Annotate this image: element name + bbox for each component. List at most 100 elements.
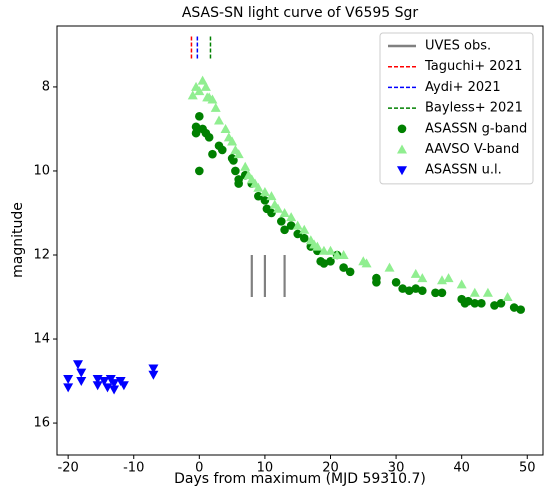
data-point bbox=[280, 225, 289, 235]
data-point bbox=[118, 381, 129, 391]
y-axis-label: magnitude bbox=[10, 202, 26, 278]
data-point bbox=[410, 268, 421, 278]
data-point bbox=[431, 288, 440, 298]
data-point bbox=[109, 385, 120, 395]
data-point bbox=[286, 212, 297, 222]
data-point bbox=[496, 299, 506, 308]
data-point bbox=[217, 145, 227, 155]
data-point bbox=[191, 128, 201, 138]
x-tick-label: 0 bbox=[195, 461, 203, 476]
legend: UVES obs. Taguchi+ 2021 Aydi+ 2021 Bayless+… bbox=[379, 32, 534, 185]
data-point bbox=[191, 122, 201, 132]
data-point bbox=[63, 383, 74, 393]
data-point bbox=[463, 296, 473, 306]
data-point bbox=[260, 196, 270, 205]
data-point bbox=[109, 379, 120, 389]
data-point bbox=[148, 370, 159, 380]
data-point bbox=[99, 377, 110, 387]
data-point bbox=[332, 249, 343, 259]
data-point bbox=[470, 299, 480, 308]
plot-frame bbox=[56, 25, 544, 456]
legend-label: UVES obs. bbox=[425, 39, 491, 54]
legend-swatch bbox=[397, 124, 407, 134]
x-tick-label: 40 bbox=[453, 461, 470, 476]
data-point bbox=[477, 299, 486, 308]
data-point bbox=[361, 258, 372, 268]
data-point bbox=[299, 224, 310, 234]
y-tick-label: 10 bbox=[33, 163, 50, 178]
data-point bbox=[200, 81, 211, 91]
data-point bbox=[482, 287, 493, 297]
data-point bbox=[234, 179, 243, 188]
data-point bbox=[312, 241, 323, 251]
data-point bbox=[220, 123, 231, 133]
data-point bbox=[204, 133, 214, 142]
data-point bbox=[469, 287, 480, 297]
data-point bbox=[267, 208, 276, 218]
data-point bbox=[411, 284, 421, 293]
x-tick-label: -10 bbox=[123, 461, 144, 476]
x-tick-label: 10 bbox=[257, 461, 274, 476]
data-point bbox=[299, 233, 309, 243]
data-point bbox=[516, 305, 526, 314]
data-point bbox=[345, 267, 355, 277]
y-tick-label: 14 bbox=[33, 332, 50, 347]
legend-label: ASASSN u.l. bbox=[425, 163, 502, 178]
data-point bbox=[266, 191, 277, 201]
data-point bbox=[509, 303, 519, 312]
data-point bbox=[384, 262, 395, 272]
data-point bbox=[292, 220, 303, 230]
data-point bbox=[318, 245, 329, 255]
data-point bbox=[372, 278, 381, 287]
data-point bbox=[214, 115, 224, 125]
x-tick-label: 30 bbox=[388, 461, 405, 476]
data-point bbox=[279, 207, 290, 217]
data-point bbox=[443, 273, 454, 283]
data-point bbox=[286, 221, 296, 230]
y-tick-label: 16 bbox=[33, 416, 50, 431]
data-point bbox=[338, 249, 349, 259]
legend-label: ASASSN g-band bbox=[425, 121, 527, 136]
data-point bbox=[502, 292, 513, 302]
chart-title: ASAS-SN light curve of V6595 Sgr bbox=[182, 5, 419, 21]
data-point bbox=[148, 364, 159, 374]
y-tick-label: 12 bbox=[33, 247, 50, 262]
data-point bbox=[293, 229, 303, 239]
data-point bbox=[456, 279, 467, 289]
data-point bbox=[92, 381, 103, 391]
data-point bbox=[233, 149, 244, 159]
legend-label: Aydi+ 2021 bbox=[425, 80, 501, 95]
data-point bbox=[187, 90, 198, 100]
data-point bbox=[210, 102, 221, 112]
data-point bbox=[240, 161, 251, 171]
data-point bbox=[417, 273, 428, 283]
legend-swatch bbox=[397, 144, 407, 154]
legend-swatch bbox=[397, 166, 407, 176]
x-tick-label: 50 bbox=[519, 461, 536, 476]
data-point bbox=[404, 286, 414, 296]
legend-label: Bayless+ 2021 bbox=[425, 101, 523, 116]
x-tick-label: 20 bbox=[322, 461, 339, 476]
data-point bbox=[194, 86, 205, 96]
legend-box bbox=[379, 32, 534, 185]
data-point bbox=[418, 286, 427, 296]
data-point bbox=[326, 256, 335, 266]
data-point bbox=[231, 166, 240, 176]
data-point bbox=[76, 368, 87, 378]
legend-label: Taguchi+ 2021 bbox=[424, 59, 522, 74]
data-point bbox=[195, 166, 204, 176]
y-tick-label: 8 bbox=[42, 79, 50, 94]
data-point bbox=[208, 149, 217, 159]
data-point bbox=[437, 288, 447, 298]
data-point bbox=[339, 263, 348, 272]
data-point bbox=[391, 278, 401, 287]
data-point bbox=[490, 301, 499, 310]
data-point bbox=[72, 360, 83, 370]
data-point bbox=[227, 136, 238, 146]
data-point bbox=[253, 182, 264, 192]
data-point bbox=[195, 112, 204, 121]
data-point bbox=[76, 377, 87, 387]
data-point bbox=[259, 186, 270, 196]
data-point bbox=[207, 94, 218, 104]
data-point bbox=[277, 217, 286, 226]
